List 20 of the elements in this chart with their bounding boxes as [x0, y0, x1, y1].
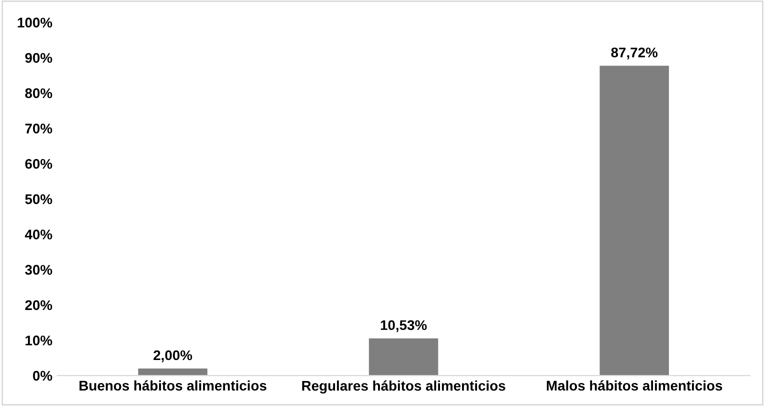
bar — [138, 368, 208, 376]
data-label: 2,00% — [154, 350, 192, 362]
y-tick-label: 30% — [25, 264, 52, 275]
x-tick-label: Regulares hábitos alimenticios — [302, 380, 506, 394]
y-tick-label: 70% — [25, 124, 52, 134]
bar — [368, 338, 438, 376]
y-tick-label: 20% — [25, 300, 52, 310]
bar — [600, 66, 669, 376]
x-tick-label: Malos hábitos alimenticios — [546, 380, 722, 391]
x-tick-label: Buenos hábitos alimenticios — [80, 380, 266, 391]
y-tick-label: 10% — [26, 336, 52, 346]
y-tick-label: 40% — [24, 230, 52, 240]
y-tick-label: 0% — [32, 370, 52, 381]
y-tick-label: 60% — [25, 158, 52, 169]
y-tick-label: 90% — [25, 52, 52, 63]
data-label: 10,53% — [380, 320, 427, 332]
y-tick-label: 100% — [18, 18, 52, 28]
data-label: 87,72% — [611, 48, 658, 60]
y-tick-label: 80% — [25, 88, 52, 98]
y-tick-label: 50% — [25, 194, 52, 204]
